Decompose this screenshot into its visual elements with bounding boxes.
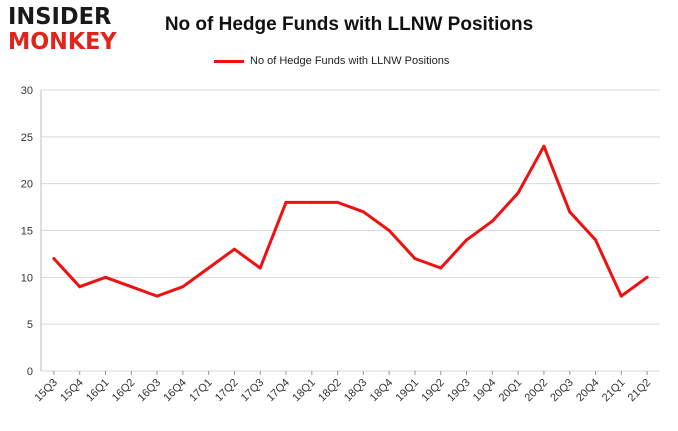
legend-swatch (214, 59, 244, 63)
x-tick-label: 19Q2 (419, 377, 447, 405)
data-point (542, 144, 546, 148)
series-line-0 (52, 144, 649, 298)
grid-lines (41, 89, 660, 372)
data-point (490, 219, 494, 223)
data-point (232, 247, 236, 251)
y-tick-label: 10 (21, 272, 33, 284)
y-tick-label: 20 (21, 179, 33, 191)
data-point (336, 200, 340, 204)
legend-label: No of Hedge Funds with LLNW Positions (250, 55, 450, 67)
data-point (465, 238, 469, 242)
x-tick-label: 18Q1 (290, 377, 318, 405)
data-point (645, 275, 649, 279)
x-tick-label: 16Q4 (161, 377, 189, 405)
x-tick-label: 19Q1 (394, 377, 422, 405)
x-axis: 15Q315Q416Q116Q216Q316Q417Q117Q217Q317Q4… (32, 371, 653, 404)
x-tick-label: 20Q1 (497, 377, 525, 405)
logo-text-insider: INSIDER (8, 4, 112, 30)
x-tick-label: 21Q1 (600, 377, 628, 405)
data-point (413, 257, 417, 261)
data-point (181, 285, 185, 289)
data-point (258, 266, 262, 270)
y-tick-label: 30 (21, 85, 33, 97)
x-tick-label: 16Q2 (110, 377, 138, 405)
x-tick-label: 15Q4 (58, 377, 86, 405)
chart-title: No of Hedge Funds with LLNW Positions (164, 14, 534, 35)
x-tick-label: 18Q3 (342, 377, 370, 405)
data-point (155, 294, 159, 298)
data-point (52, 257, 56, 261)
x-tick-label: 15Q3 (32, 377, 60, 405)
x-tick-label: 17Q1 (187, 377, 215, 405)
series-layer (52, 144, 649, 298)
x-tick-label: 17Q3 (239, 377, 267, 405)
insider-monkey-logo: INSIDER MONKEY (8, 6, 128, 56)
x-tick-label: 20Q3 (548, 377, 576, 405)
data-point (439, 266, 443, 270)
data-point (129, 285, 133, 289)
x-tick-label: 20Q4 (574, 377, 602, 405)
y-tick-label: 5 (27, 319, 33, 331)
data-point (568, 210, 572, 214)
x-tick-label: 16Q1 (84, 377, 112, 405)
logo-text-monkey: MONKEY (8, 29, 117, 55)
x-tick-label: 18Q4 (368, 377, 396, 405)
data-point (103, 275, 107, 279)
x-tick-label: 21Q2 (626, 377, 654, 405)
x-tick-label: 16Q3 (136, 377, 164, 405)
chart-legend: No of Hedge Funds with LLNW Positions (214, 52, 449, 70)
data-point (516, 191, 520, 195)
x-tick-label: 18Q2 (316, 377, 344, 405)
data-point (78, 285, 82, 289)
data-point (594, 238, 598, 242)
data-point (207, 266, 211, 270)
x-tick-label: 17Q4 (265, 377, 293, 405)
data-point (619, 294, 623, 298)
x-tick-label: 20Q2 (523, 377, 551, 405)
data-point (284, 200, 288, 204)
y-tick-label: 25 (21, 132, 33, 144)
data-point (310, 200, 314, 204)
y-axis: 0 5 10 15 20 25 30 (21, 85, 42, 378)
x-tick-label: 19Q3 (445, 377, 473, 405)
y-tick-label: 15 (21, 226, 33, 238)
x-tick-label: 17Q2 (213, 377, 241, 405)
y-tick-label: 0 (27, 366, 33, 378)
data-point (361, 210, 365, 214)
x-tick-label: 19Q4 (471, 377, 499, 405)
data-point (387, 229, 391, 232)
